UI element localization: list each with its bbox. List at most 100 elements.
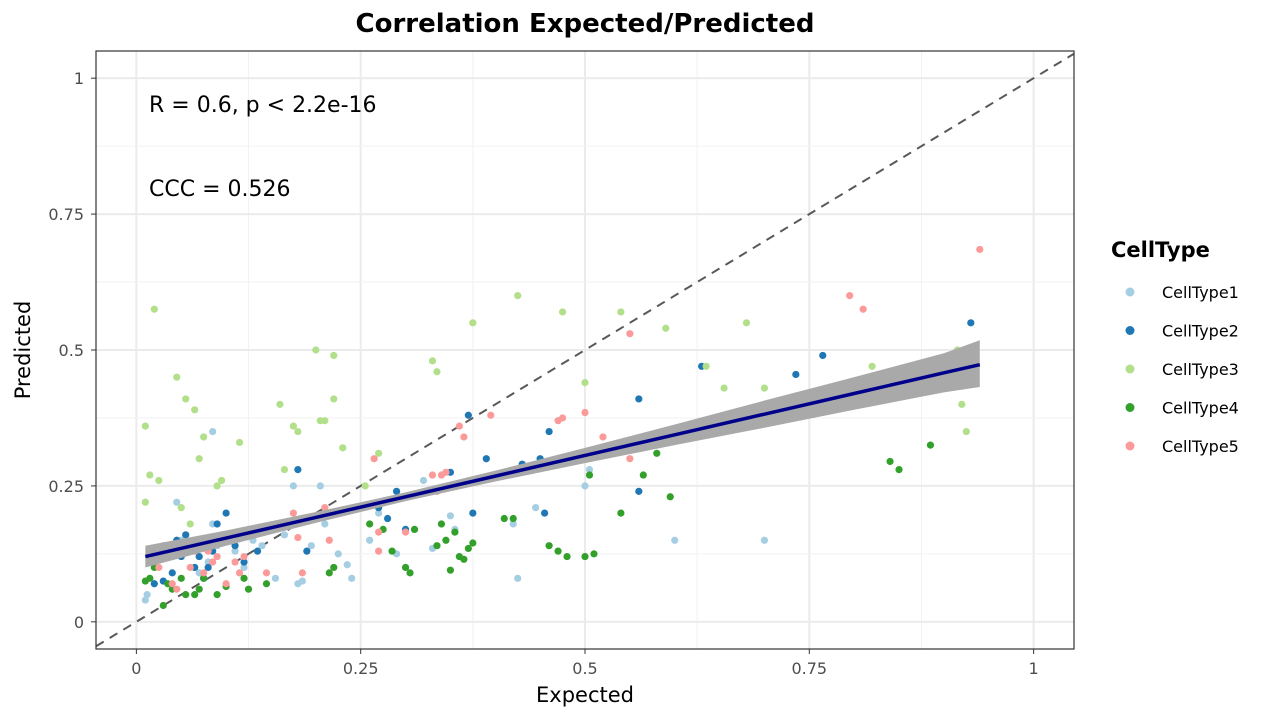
- x-tick-label: 0.25: [343, 659, 379, 678]
- point-celltype3: [150, 305, 158, 313]
- y-tick-label: 0.25: [48, 477, 84, 496]
- legend-key-celltype2: [1125, 326, 1135, 335]
- point-celltype5: [186, 563, 194, 572]
- point-celltype2: [482, 455, 490, 463]
- point-celltype3: [235, 438, 244, 447]
- point-celltype3: [581, 379, 589, 387]
- point-celltype1: [760, 536, 769, 544]
- point-celltype2: [819, 351, 827, 360]
- point-celltype3: [720, 384, 728, 392]
- point-celltype4: [191, 591, 199, 599]
- point-celltype1: [509, 520, 517, 528]
- y-axis-title: Predicted: [11, 301, 35, 400]
- point-celltype2: [792, 370, 800, 379]
- point-celltype3: [280, 466, 289, 474]
- x-tick-label: 0: [131, 659, 141, 678]
- point-celltype2: [635, 395, 643, 403]
- point-celltype5: [294, 533, 302, 542]
- point-celltype2: [240, 558, 248, 566]
- point-celltype3: [213, 482, 221, 490]
- point-celltype3: [146, 471, 154, 479]
- point-celltype5: [558, 414, 567, 422]
- point-celltype5: [442, 468, 450, 476]
- point-celltype3: [760, 384, 769, 392]
- point-celltype4: [509, 514, 517, 523]
- point-celltype4: [500, 514, 508, 523]
- point-celltype3: [276, 400, 284, 408]
- point-celltype4: [666, 493, 674, 501]
- point-celltype4: [433, 542, 441, 550]
- legend-key-celltype3: [1125, 364, 1135, 374]
- point-celltype4: [366, 520, 374, 528]
- point-celltype4: [926, 441, 935, 449]
- point-celltype5: [460, 433, 468, 441]
- point-celltype4: [451, 528, 459, 536]
- point-celltype5: [240, 552, 248, 561]
- point-celltype3: [339, 444, 347, 452]
- point-celltype2: [294, 466, 302, 474]
- annotation-ccc: CCC = 0.526: [149, 177, 291, 202]
- point-celltype5: [200, 569, 208, 577]
- legend-label-celltype2: CellType2: [1162, 322, 1239, 341]
- point-celltype1: [173, 498, 181, 506]
- point-celltype4: [460, 555, 468, 563]
- point-celltype4: [464, 544, 472, 553]
- point-celltype1: [240, 563, 248, 572]
- point-celltype5: [325, 536, 333, 544]
- x-axis-title: Expected: [536, 683, 634, 707]
- x-axis: 0 0.25 0.5 0.75 1: [131, 649, 1039, 678]
- legend-key-celltype4: [1125, 403, 1135, 412]
- point-celltype5: [168, 580, 176, 588]
- point-celltype3: [173, 373, 181, 381]
- point-celltype2: [464, 411, 472, 419]
- point-celltype5: [375, 528, 383, 536]
- point-celltype5: [428, 471, 437, 479]
- point-celltype1: [289, 482, 297, 490]
- legend-key-celltype1: [1125, 287, 1135, 297]
- y-tick-label: 0: [74, 613, 84, 632]
- point-celltype4: [469, 539, 477, 547]
- point-celltype4: [442, 536, 450, 544]
- y-tick-label: 0.5: [59, 341, 84, 360]
- point-celltype3: [195, 455, 203, 463]
- x-tick-label: 1: [1029, 659, 1039, 678]
- point-celltype5: [859, 305, 867, 313]
- point-celltype1: [321, 520, 329, 528]
- point-celltype2: [392, 487, 401, 495]
- point-celltype4: [653, 449, 661, 457]
- point-celltype1: [419, 476, 428, 485]
- point-celltype5: [976, 245, 984, 254]
- point-celltype5: [231, 558, 239, 566]
- y-tick-label: 1: [74, 69, 84, 88]
- point-celltype5: [401, 528, 410, 536]
- point-celltype3: [702, 362, 710, 370]
- point-celltype3: [289, 422, 297, 430]
- point-celltype5: [487, 411, 495, 419]
- point-celltype1: [514, 574, 522, 582]
- points: [141, 245, 984, 610]
- point-celltype2: [967, 319, 975, 327]
- point-celltype1: [316, 482, 324, 490]
- point-celltype1: [141, 596, 149, 604]
- point-celltype1: [585, 466, 594, 474]
- point-celltype4: [886, 457, 894, 466]
- point-celltype3: [294, 427, 302, 436]
- point-celltype4: [554, 547, 562, 555]
- point-celltype3: [330, 395, 338, 403]
- point-celltype2: [204, 563, 212, 572]
- legend-label-celltype5: CellType5: [1162, 437, 1239, 456]
- identity-line: [95, 52, 1075, 648]
- point-celltype5: [213, 552, 221, 561]
- point-celltype2: [213, 520, 221, 528]
- point-celltype2: [541, 509, 549, 517]
- point-celltype5: [222, 580, 230, 588]
- point-celltype3: [321, 417, 329, 425]
- point-celltype3: [182, 395, 190, 403]
- legend-label-celltype3: CellType3: [1162, 360, 1239, 379]
- legend-label-celltype4: CellType4: [1162, 399, 1239, 418]
- point-celltype3: [312, 346, 320, 354]
- y-axis: 0 0.25 0.5 0.75 1: [48, 69, 96, 632]
- point-celltype4: [410, 525, 419, 534]
- point-celltype3: [958, 400, 966, 408]
